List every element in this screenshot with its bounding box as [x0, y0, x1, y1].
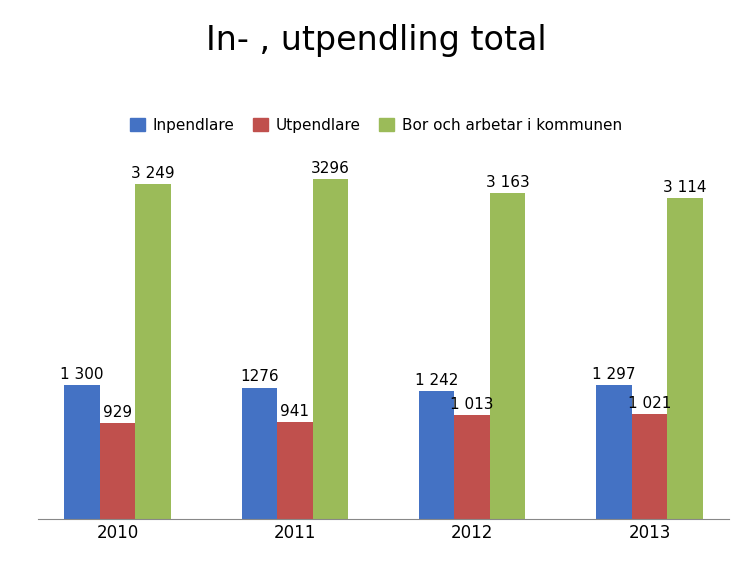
Bar: [596, 385, 632, 519]
Bar: [313, 179, 348, 519]
Bar: [454, 415, 490, 519]
Bar: [490, 193, 526, 519]
Text: 1 013: 1 013: [450, 396, 494, 411]
Text: 1 021: 1 021: [628, 396, 672, 411]
Text: 3 249: 3 249: [131, 166, 174, 181]
Bar: [632, 414, 667, 519]
Bar: [667, 198, 703, 519]
Text: 1 242: 1 242: [415, 373, 459, 388]
Text: 3 114: 3 114: [663, 179, 707, 194]
Text: 3296: 3296: [311, 161, 350, 176]
Text: 1 300: 1 300: [60, 367, 104, 382]
Bar: [419, 391, 454, 519]
Bar: [100, 424, 135, 519]
Bar: [241, 388, 277, 519]
Text: 941: 941: [280, 404, 309, 419]
Text: In- , utpendling total: In- , utpendling total: [206, 24, 546, 57]
Legend: Inpendlare, Utpendlare, Bor och arbetar i kommunen: Inpendlare, Utpendlare, Bor och arbetar …: [123, 111, 629, 138]
Text: 929: 929: [103, 405, 132, 420]
Text: 3 163: 3 163: [486, 175, 529, 190]
Bar: [135, 184, 171, 519]
Text: 1276: 1276: [240, 369, 279, 384]
Bar: [277, 422, 313, 519]
Text: 1 297: 1 297: [593, 368, 636, 383]
Bar: [64, 385, 100, 519]
